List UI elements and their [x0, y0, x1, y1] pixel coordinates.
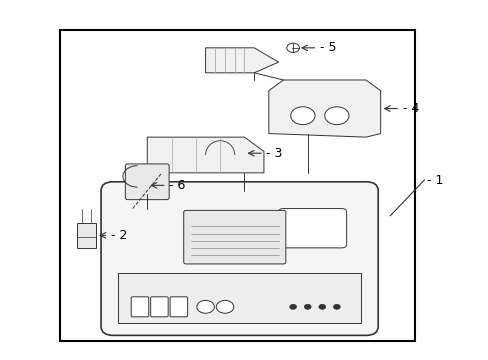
Circle shape [304, 304, 310, 309]
Circle shape [318, 304, 325, 309]
Ellipse shape [324, 107, 348, 125]
FancyBboxPatch shape [278, 208, 346, 248]
FancyBboxPatch shape [125, 164, 169, 200]
Circle shape [286, 43, 299, 53]
Polygon shape [77, 223, 96, 248]
Ellipse shape [290, 107, 314, 125]
Circle shape [197, 300, 214, 313]
Bar [60, 30, 414, 341]
Text: - 5: - 5 [319, 41, 336, 54]
FancyBboxPatch shape [131, 297, 148, 317]
Text: - 3: - 3 [266, 147, 282, 160]
Circle shape [216, 300, 233, 313]
FancyBboxPatch shape [118, 273, 361, 323]
Circle shape [289, 304, 296, 309]
Polygon shape [205, 48, 278, 73]
FancyBboxPatch shape [170, 297, 187, 317]
Circle shape [333, 304, 340, 309]
Text: - 1: - 1 [426, 174, 442, 186]
Text: - 2: - 2 [111, 229, 127, 242]
Text: - 4: - 4 [402, 102, 418, 115]
FancyBboxPatch shape [183, 210, 285, 264]
Text: - 6: - 6 [169, 179, 185, 192]
FancyBboxPatch shape [101, 182, 377, 336]
Polygon shape [268, 80, 380, 137]
FancyBboxPatch shape [150, 297, 168, 317]
Polygon shape [147, 137, 264, 173]
